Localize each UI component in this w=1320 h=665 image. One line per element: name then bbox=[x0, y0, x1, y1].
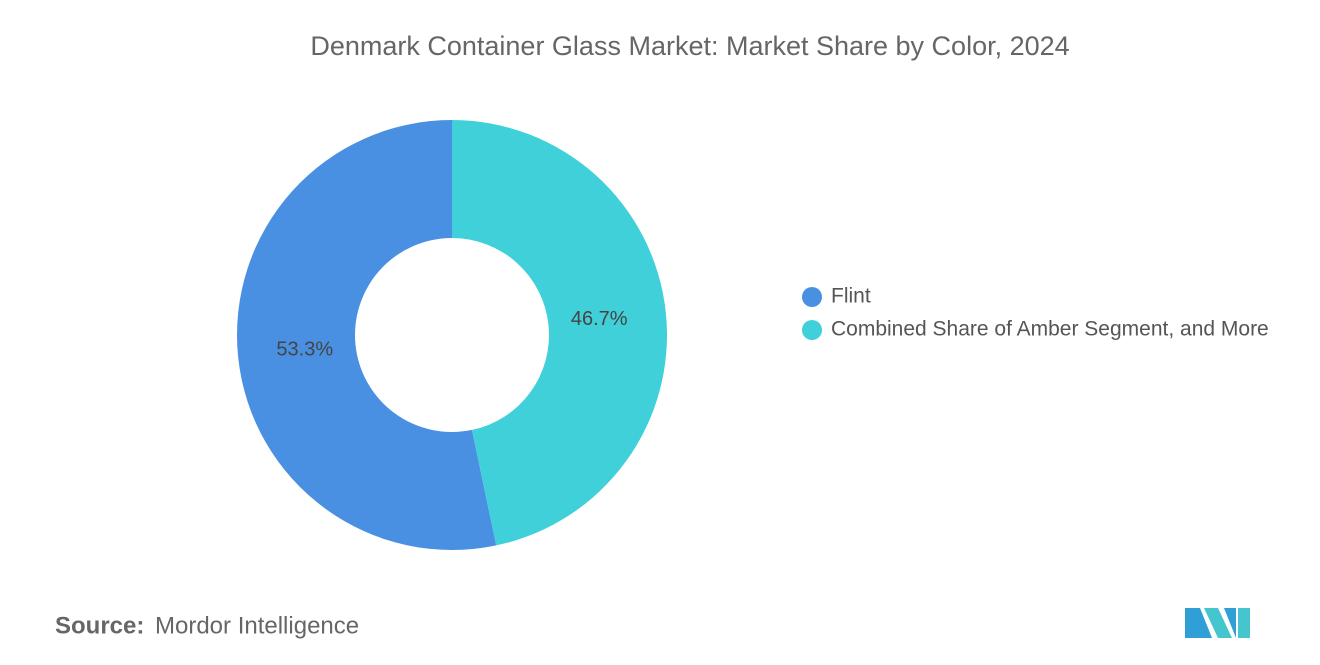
donut-slice bbox=[452, 120, 667, 546]
logo bbox=[1185, 608, 1250, 638]
source: Mordor Intelligence bbox=[155, 612, 359, 639]
legend-label: Combined Share of Amber Segment, and Mor… bbox=[831, 318, 1269, 341]
chart-title: Denmark Container Glass Market: Market S… bbox=[310, 31, 1069, 61]
donut-slice bbox=[236, 120, 497, 550]
source-label: Source: bbox=[55, 612, 144, 639]
legend-swatch bbox=[802, 287, 822, 307]
legend-label: Flint bbox=[831, 285, 871, 308]
data-label: 46.7% bbox=[571, 308, 628, 330]
legend-swatch bbox=[802, 320, 822, 340]
data-label: 53.3% bbox=[276, 339, 333, 361]
